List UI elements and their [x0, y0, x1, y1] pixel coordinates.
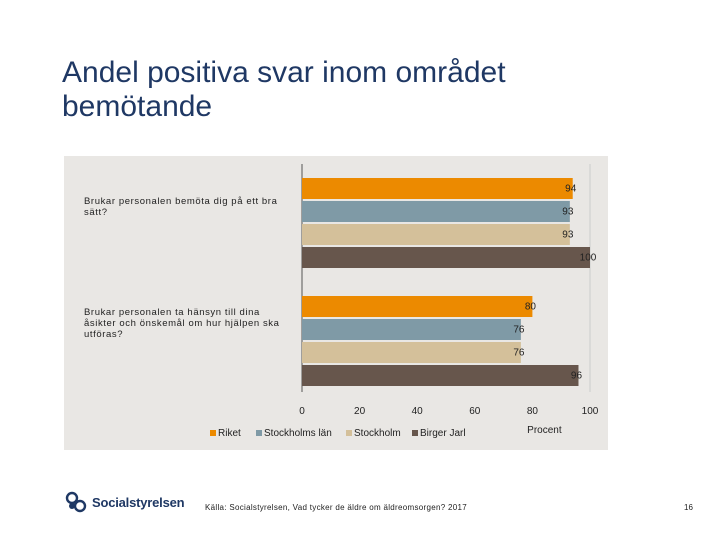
legend-swatch: [412, 430, 418, 436]
bar-1-birger-jarl: [302, 247, 590, 268]
legend-swatch: [210, 430, 216, 436]
x-tick-label: 20: [354, 406, 366, 417]
legend-label: Stockholms län: [264, 428, 332, 439]
bar-2-birger-jarl: [302, 365, 579, 386]
data-label: 80: [525, 302, 537, 313]
data-label: 76: [513, 348, 525, 359]
bar-2-stockholms-län: [302, 319, 521, 340]
slide-title: Andel positiva svar inom området bemötan…: [62, 56, 506, 123]
data-label: 100: [580, 253, 597, 264]
bar-chart: 94 93 93 100 80 76 76 96 0 20 40 60 80 100 Procent Rike…: [210, 164, 599, 439]
legend-label: Birger Jarl: [420, 428, 466, 439]
x-tick-label: 100: [582, 406, 599, 417]
brand-name: Socialstyrelsen: [92, 494, 185, 510]
x-tick-label: 60: [469, 406, 481, 417]
data-label: 93: [562, 230, 574, 241]
bar-1-stockholm: [302, 224, 570, 245]
category-label-1: Brukar personalen bemöta dig på ett bra …: [84, 196, 278, 218]
x-axis-title: Procent: [527, 425, 562, 436]
data-label: 93: [562, 207, 574, 218]
bar-1-riket: [302, 178, 573, 199]
legend-swatch: [346, 430, 352, 436]
x-tick-label: 80: [527, 406, 539, 417]
data-label: 96: [571, 371, 583, 382]
page-number: 16: [684, 503, 693, 512]
socialstyrelsen-logo: Socialstyrelsen: [64, 488, 185, 516]
source-note: Källa: Socialstyrelsen, Vad tycker de äl…: [205, 503, 468, 512]
data-label: 94: [565, 184, 577, 195]
chart-panel: Brukar personalen bemöta dig på ett bra …: [64, 156, 608, 450]
legend-label: Stockholm: [354, 428, 401, 439]
data-label: 76: [513, 325, 525, 336]
category-label-2: Brukar personalen ta hänsyn till dina ås…: [84, 307, 280, 340]
legend-label: Riket: [218, 428, 241, 439]
legend-swatch: [256, 430, 262, 436]
bar-2-riket: [302, 296, 533, 317]
x-tick-label: 40: [412, 406, 424, 417]
bar-1-stockholms-län: [302, 201, 570, 222]
socialstyrelsen-emblem-icon: [65, 491, 87, 513]
bar-2-stockholm: [302, 342, 521, 363]
x-tick-label: 0: [299, 406, 305, 417]
